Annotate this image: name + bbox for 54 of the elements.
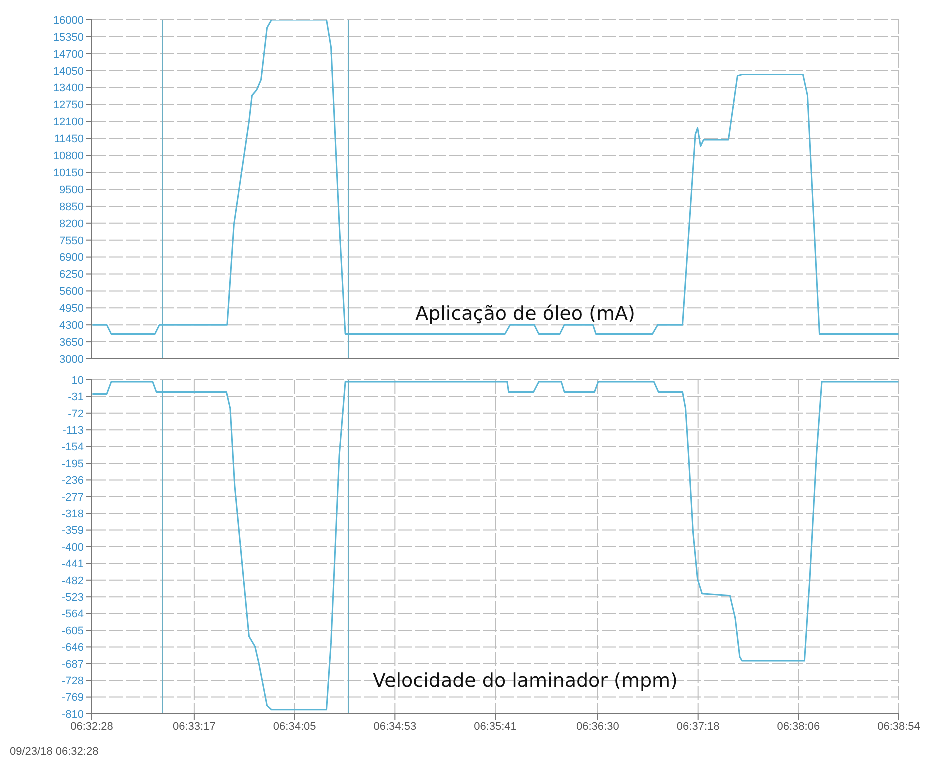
text: Aplicação de óleo (mA) <box>414 303 636 325</box>
text: 09/23/18 06:32:28 <box>9 746 100 758</box>
y-tick-label: 3650 <box>60 336 84 349</box>
y-tick-label: -400 <box>62 542 84 554</box>
y-tick-label: 10 <box>72 374 84 387</box>
y-tick-label: 4300 <box>60 320 84 332</box>
y-tick-label: 15350 <box>53 32 84 44</box>
x-tick-label: 06:37:18 <box>676 720 720 733</box>
y-tick-label: -687 <box>62 658 84 671</box>
y-tick-label: 14050 <box>53 66 84 78</box>
y-tick-label: 10800 <box>53 150 84 163</box>
y-tick-label: -359 <box>62 525 84 538</box>
text: Velocidade do laminador (mpm) <box>372 670 679 692</box>
y-tick-label: 3000 <box>60 354 84 366</box>
y-tick-label: 11450 <box>54 134 84 146</box>
x-tick-label: 06:33:17 <box>173 720 216 733</box>
y-tick-label: -728 <box>62 676 84 688</box>
y-tick-label: -646 <box>62 642 84 654</box>
y-tick-label: 14700 <box>53 48 84 61</box>
y-tick-label: -195 <box>62 458 84 470</box>
y-tick-label: -441 <box>62 558 84 571</box>
y-tick-label: 8200 <box>60 218 84 230</box>
y-tick-label: -482 <box>62 575 84 588</box>
y-tick-label: -605 <box>62 625 84 638</box>
y-tick-label: 6250 <box>60 269 84 282</box>
y-tick-label: -523 <box>62 592 84 604</box>
y-tick-label: -31 <box>68 392 84 404</box>
y-tick-label: 7550 <box>60 235 84 248</box>
y-tick-label: -810 <box>62 708 84 721</box>
x-tick-label: 06:38:54 <box>878 720 920 733</box>
x-tick-label: 06:36:30 <box>576 720 620 733</box>
y-tick-label: 12100 <box>53 116 84 129</box>
x-tick-label: 06:32:28 <box>70 720 114 733</box>
y-tick-label: -318 <box>62 508 84 521</box>
y-tick-label: 16000 <box>53 14 84 27</box>
y-tick-label: -113 <box>62 425 84 438</box>
x-tick-label: 06:34:53 <box>374 720 417 733</box>
x-tick-label: 06:35:41 <box>474 720 517 733</box>
y-tick-label: 10150 <box>53 167 84 180</box>
y-tick-label: 12750 <box>53 100 84 112</box>
y-tick-label: 13400 <box>53 82 84 95</box>
y-tick-label: -72 <box>68 408 84 420</box>
x-tick-label: 06:38:06 <box>777 720 820 733</box>
y-tick-label: 5600 <box>60 286 84 298</box>
y-tick-label: -154 <box>62 442 84 454</box>
y-tick-label: 6900 <box>60 252 84 264</box>
y-tick-label: -236 <box>62 475 84 488</box>
y-tick-label: -769 <box>62 692 84 704</box>
y-tick-label: 8850 <box>60 201 84 214</box>
y-tick-label: 4950 <box>60 303 84 316</box>
x-tick-label: 06:34:05 <box>273 720 316 733</box>
y-tick-label: 9500 <box>60 184 84 196</box>
y-tick-label: -564 <box>62 608 84 621</box>
y-tick-label: -277 <box>62 492 84 504</box>
